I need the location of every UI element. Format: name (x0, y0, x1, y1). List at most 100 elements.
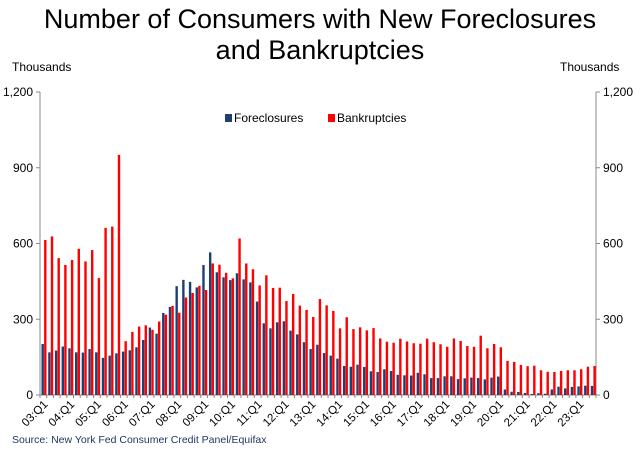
bankruptcies-bar (44, 239, 47, 395)
bankruptcies-bar (553, 372, 556, 395)
foreclosures-bar (329, 355, 332, 395)
bankruptcies-bar (492, 343, 496, 395)
foreclosures-bar (470, 377, 473, 395)
bankruptcies-bar (352, 329, 355, 395)
foreclosures-bar (336, 358, 339, 395)
foreclosures-bar (309, 349, 312, 395)
foreclosures-bar (54, 350, 58, 395)
foreclosures-bar (249, 282, 252, 395)
bankruptcies-bar (586, 366, 590, 395)
x-tick-label: 07:Q1 (127, 399, 158, 430)
foreclosures-bar (584, 385, 587, 395)
bankruptcies-bar (385, 341, 389, 395)
foreclosures-bar (296, 334, 299, 395)
foreclosures-bar (202, 264, 205, 395)
bankruptcies-bar (117, 154, 121, 395)
foreclosures-bar (369, 371, 373, 395)
bankruptcies-bar (392, 342, 395, 395)
foreclosures-bar (403, 375, 406, 395)
foreclosures-bar (162, 312, 165, 395)
foreclosures-bar (302, 342, 306, 395)
foreclosures-bar (376, 372, 379, 395)
foreclosures-bar (74, 352, 78, 395)
bankruptcies-bar (124, 341, 127, 395)
chart-title-line-2: and Bankruptcies (215, 35, 425, 65)
foreclosures-bar (141, 339, 145, 395)
foreclosures-bar (269, 328, 272, 395)
foreclosures-bar (436, 378, 440, 395)
foreclosures-bar (456, 379, 460, 395)
bankruptcies-bar (305, 309, 308, 395)
x-tick-label: 10:Q1 (207, 399, 238, 430)
foreclosures-bar (523, 392, 527, 395)
series-bankruptcies (44, 154, 596, 395)
x-tick-label: 11:Q1 (235, 399, 265, 429)
foreclosures-bar (135, 347, 138, 395)
foreclosures-bar (423, 374, 426, 395)
x-tick-label: 22:Q1 (529, 399, 560, 430)
bankruptcies-bar (459, 340, 462, 395)
foreclosures-bar (88, 349, 91, 395)
foreclosures-bar (68, 348, 71, 395)
bankruptcies-bar (519, 364, 523, 395)
bankruptcies-bar (405, 341, 409, 395)
foreclosures-bar (175, 286, 178, 395)
bankruptcies-bar (593, 365, 596, 395)
bankruptcies-bar (144, 325, 147, 395)
left-y-tick-label: 0 (26, 388, 33, 402)
x-tick-label: 21:Q1 (502, 399, 533, 430)
bankruptcies-bar (345, 317, 348, 395)
x-tick-label: 18:Q1 (422, 399, 453, 430)
foreclosures-bar (443, 376, 446, 395)
bankruptcies-bar (90, 250, 94, 395)
foreclosures-bar (222, 277, 225, 395)
bankruptcies-bar (184, 297, 188, 395)
x-tick-label: 05:Q1 (73, 399, 104, 430)
foreclosures-bar (208, 252, 212, 395)
bankruptcies-bar (372, 328, 375, 395)
bankruptcies-bar (533, 365, 536, 395)
foreclosures-bar (517, 391, 520, 395)
bankruptcies-bar (559, 371, 563, 395)
legend-label-bankruptcies: Bankruptcies (337, 111, 406, 125)
foreclosures-bar (383, 369, 386, 395)
bankruptcies-bar (137, 326, 141, 395)
x-tick-label: 19:Q1 (449, 399, 480, 430)
foreclosures-bar (242, 279, 245, 395)
foreclosures-bar (349, 366, 353, 395)
bankruptcies-bar (338, 328, 342, 395)
foreclosures-bar (108, 355, 111, 395)
bankruptcies-bar (566, 370, 570, 395)
bankruptcies-bar (539, 370, 543, 395)
foreclosures-bar (490, 377, 493, 395)
foreclosures-bar (396, 374, 399, 395)
foreclosures-bar (235, 273, 239, 395)
bankruptcies-bar (452, 338, 456, 395)
foreclosures-bar (282, 321, 286, 395)
foreclosures-bar (416, 372, 420, 395)
foreclosures-bar (115, 353, 118, 395)
foreclosures-bar (537, 393, 540, 395)
chart-title: Number of Consumers with New Foreclosure… (0, 4, 640, 66)
bankruptcies-bar (332, 310, 335, 395)
foreclosures-bar (289, 330, 292, 395)
x-tick-label: 03:Q1 (20, 399, 51, 430)
bankruptcies-bar (298, 305, 302, 395)
foreclosures-bar (503, 389, 507, 395)
bankruptcies-bar (218, 264, 221, 395)
bankruptcies-bar (425, 338, 429, 395)
foreclosures-bar (61, 346, 64, 395)
foreclosures-bar (155, 333, 158, 395)
bankruptcies-bar (573, 370, 576, 395)
foreclosures-bar (81, 352, 85, 395)
bankruptcies-bar (466, 346, 469, 395)
right-y-tick-label: 1,200 (603, 85, 633, 99)
bankruptcies-bar (84, 261, 87, 395)
legend-label-foreclosures: Foreclosures (234, 111, 303, 125)
foreclosures-bar (316, 344, 319, 395)
foreclosures-bar (342, 365, 346, 395)
bankruptcies-bar (77, 248, 80, 395)
foreclosures-bar (530, 393, 533, 395)
bankruptcies-bar (271, 287, 275, 395)
bankruptcies-bar (57, 258, 60, 395)
